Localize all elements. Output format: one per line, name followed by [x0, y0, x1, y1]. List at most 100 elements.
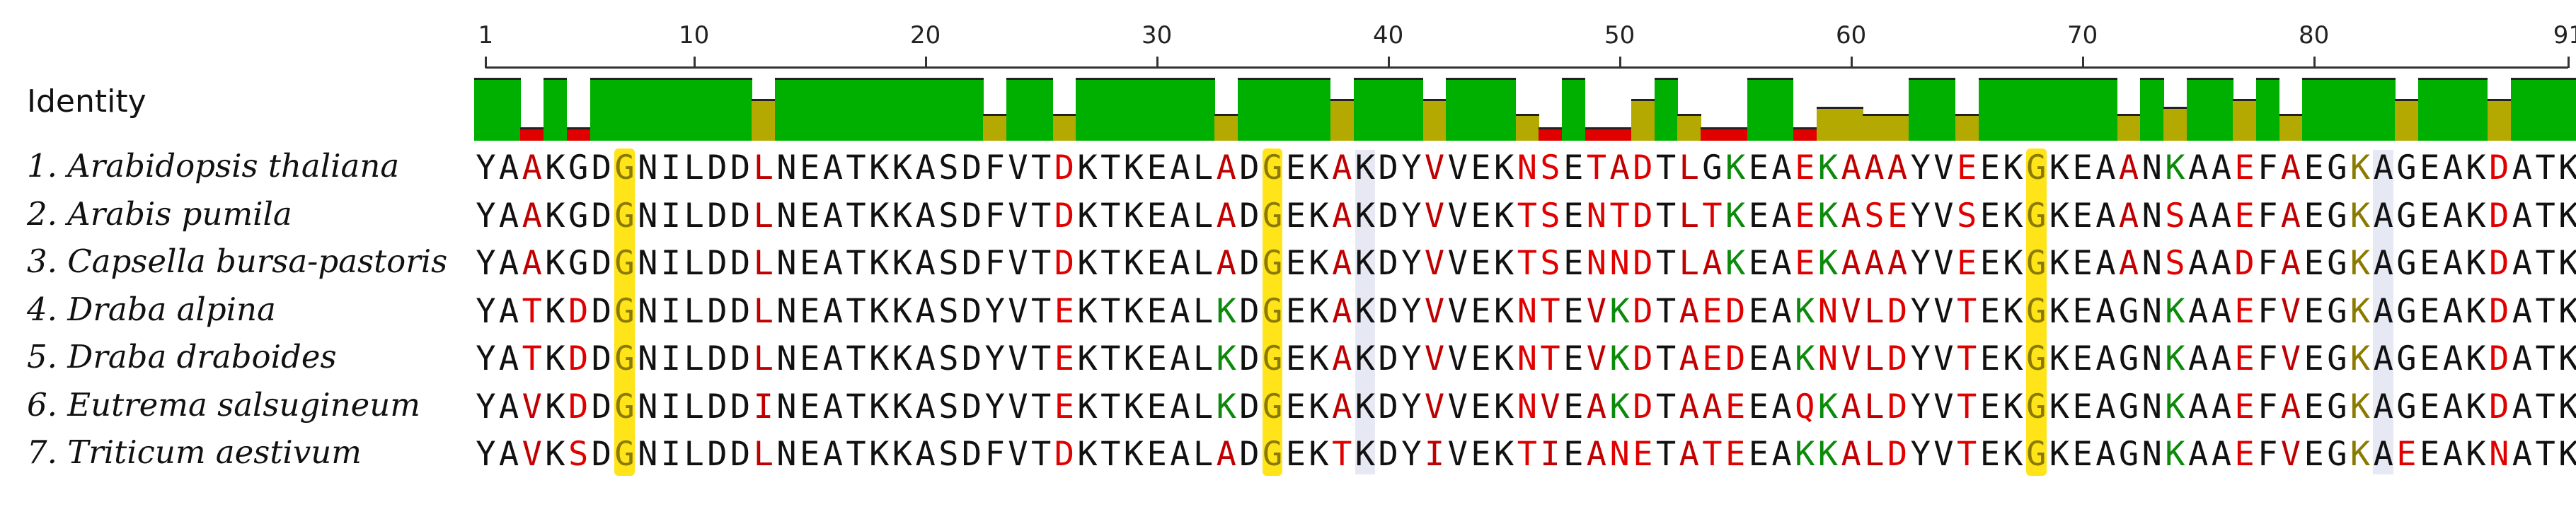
residue: T: [1956, 387, 1977, 426]
residue: E: [1795, 196, 1815, 235]
residue: A: [1679, 291, 1699, 331]
ruler-tick-label: 60: [1836, 21, 1867, 49]
residue: E: [1979, 148, 2000, 187]
residue: E: [2072, 339, 2093, 378]
residue: E: [1563, 339, 1584, 378]
residue: I: [753, 387, 774, 426]
residue: E: [1702, 339, 1723, 378]
residue: A: [1771, 148, 1792, 187]
residue: E: [1285, 291, 1306, 331]
residue: G: [614, 244, 635, 283]
sequence-name: 1. Arabidopsis thaliana: [27, 147, 400, 185]
identity-bar: [752, 99, 776, 141]
residue: E: [799, 387, 820, 426]
residue: K: [545, 244, 565, 283]
residue: E: [2234, 435, 2255, 474]
residue: A: [1841, 148, 1861, 187]
residue: D: [1378, 339, 1398, 378]
residue: E: [1285, 435, 1306, 474]
residue: A: [1771, 196, 1792, 235]
residue: K: [1355, 148, 1376, 187]
residue: E: [2304, 435, 2324, 474]
residue: L: [1864, 387, 1885, 426]
residue: D: [1054, 148, 1074, 187]
residue: V: [1424, 291, 1445, 331]
residue: A: [1679, 339, 1699, 378]
residue: A: [2512, 148, 2533, 187]
residue: E: [1563, 435, 1584, 474]
residue: D: [591, 148, 611, 187]
residue: L: [753, 435, 774, 474]
identity-bar: [1400, 78, 1424, 141]
residue: K: [1493, 435, 1514, 474]
residue: S: [2165, 244, 2185, 283]
residue: K: [2466, 196, 2486, 235]
residue: N: [2141, 435, 2162, 474]
residue: K: [2003, 291, 2023, 331]
residue: K: [1817, 435, 1839, 474]
residue: A: [1702, 244, 1723, 283]
residue: G: [2327, 196, 2347, 235]
residue: D: [707, 148, 728, 187]
ruler-tick: [2081, 57, 2084, 68]
residue: K: [2049, 387, 2070, 426]
residue: S: [938, 387, 959, 426]
identity-bar: [1469, 78, 1493, 141]
residue: E: [1285, 244, 1306, 283]
residue: N: [2141, 196, 2162, 235]
residue: K: [2165, 339, 2185, 378]
identity-bar: [706, 78, 730, 141]
residue: G: [2327, 387, 2347, 426]
residue: L: [1679, 148, 1699, 187]
residue: K: [1216, 291, 1236, 331]
identity-bar: [636, 78, 660, 141]
residue: T: [2535, 244, 2555, 283]
residue: G: [2396, 339, 2417, 378]
residue: Y: [476, 148, 496, 187]
residue: D: [1633, 291, 1653, 331]
residue: K: [2003, 244, 2023, 283]
identity-bar: [1214, 113, 1238, 141]
residue: G: [1262, 244, 1283, 283]
residue: A: [822, 387, 843, 426]
residue: E: [2072, 148, 2093, 187]
residue: L: [753, 244, 774, 283]
residue: A: [1841, 244, 1861, 283]
residue: T: [1655, 339, 1677, 378]
residue: K: [2003, 196, 2023, 235]
residue: E: [1563, 291, 1584, 331]
residue: A: [2118, 196, 2139, 235]
residue: E: [1748, 148, 1769, 187]
residue: K: [892, 435, 913, 474]
residue: Y: [1910, 387, 1931, 426]
residue: E: [1748, 196, 1769, 235]
residue: A: [2280, 244, 2301, 283]
residue: E: [2234, 339, 2255, 378]
residue: L: [1192, 291, 1214, 331]
identity-bar: [1330, 99, 1355, 141]
residue: D: [1378, 291, 1398, 331]
identity-bar: [1191, 78, 1215, 141]
residue: E: [1979, 196, 2000, 235]
residue: D: [591, 339, 611, 378]
residue: T: [1517, 435, 1537, 474]
identity-bar: [1238, 78, 1262, 141]
residue: A: [2187, 387, 2209, 426]
residue: D: [961, 196, 982, 235]
residue: N: [1517, 339, 1537, 378]
residue: N: [776, 291, 797, 331]
residue: A: [2280, 387, 2301, 426]
identity-bar: [2186, 78, 2211, 141]
residue: D: [2489, 196, 2509, 235]
residue: A: [1771, 387, 1792, 426]
residue: G: [1262, 148, 1283, 187]
residue: S: [1956, 196, 1977, 235]
residue: N: [638, 148, 658, 187]
residue: A: [498, 244, 519, 283]
residue: A: [2187, 339, 2209, 378]
residue: A: [2095, 148, 2116, 187]
residue: T: [846, 435, 866, 474]
ruler-tick-label: 40: [1373, 21, 1404, 49]
ruler-tick-label: 91: [2553, 21, 2576, 49]
residue: A: [2118, 148, 2139, 187]
